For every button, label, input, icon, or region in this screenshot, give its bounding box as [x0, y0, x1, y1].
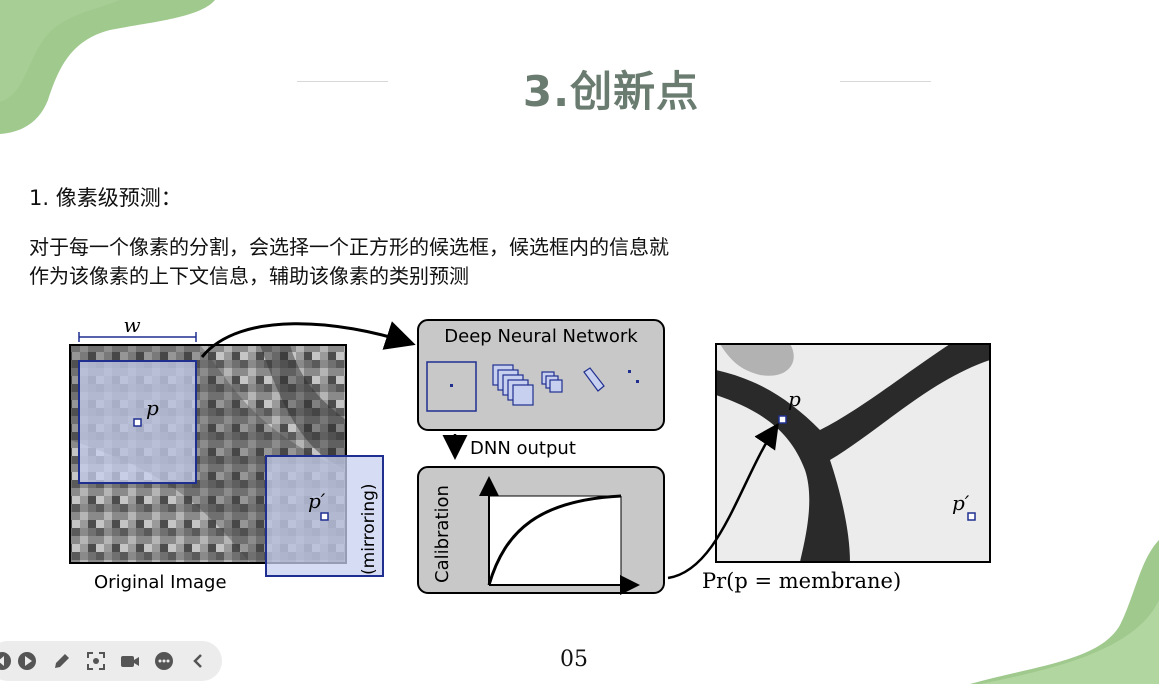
presentation-toolbar	[0, 641, 222, 681]
arrow-to-dnn	[200, 321, 416, 358]
section-heading: 1. 像素级预测：	[29, 186, 182, 210]
dnn-title: Deep Neural Network	[444, 326, 638, 347]
point-label: p	[146, 396, 159, 420]
page-number: 05	[560, 647, 588, 672]
title-rule-right	[840, 81, 931, 82]
slide-title: 3.创新点	[522, 67, 700, 116]
paragraph-line-1: 对于每一个像素的分割，会选择一个正方形的候选框，候选框内的信息就	[29, 235, 669, 259]
result-mirror-label: p′	[952, 491, 970, 515]
mirror-point-label: p′	[308, 489, 326, 513]
bottom-right-decoration	[970, 540, 1159, 684]
mirroring-label: (mirroring)	[359, 483, 379, 575]
result-mirror-marker	[967, 512, 976, 521]
probability-label: Pr(p = membrane)	[702, 569, 901, 593]
more-icon[interactable]	[154, 651, 174, 671]
previous-icon[interactable]	[0, 651, 12, 671]
mirror-pixel-marker	[320, 512, 329, 521]
original-image-label: Original Image	[94, 572, 227, 593]
calibration-label: Calibration	[432, 485, 453, 583]
paragraph-line-2: 作为该像素的上下文信息，辅助该像素的类别预测	[29, 264, 469, 288]
top-left-decoration	[0, 0, 215, 134]
result-point-label: p	[788, 387, 801, 411]
collapse-icon[interactable]	[188, 651, 208, 671]
dnn-panel	[417, 319, 665, 431]
calibration-curve	[487, 494, 622, 586]
result-pixel-marker	[778, 415, 787, 424]
play-icon[interactable]	[17, 651, 37, 671]
camera-icon[interactable]	[120, 651, 140, 671]
conv-layers-icon	[492, 364, 605, 406]
arrow-to-output	[667, 422, 779, 580]
description-paragraph: 对于每一个像素的分割，会选择一个正方形的候选框，候选框内的信息就 作为该像素的上…	[29, 233, 669, 291]
title-rule-left	[297, 81, 388, 82]
dnn-output-label: DNN output	[470, 438, 576, 459]
window-width-label: w	[123, 313, 140, 337]
center-pixel-marker	[133, 418, 142, 427]
screenshot-icon[interactable]	[86, 651, 106, 671]
pen-icon[interactable]	[52, 651, 72, 671]
membrane-probability-map	[715, 343, 991, 563]
